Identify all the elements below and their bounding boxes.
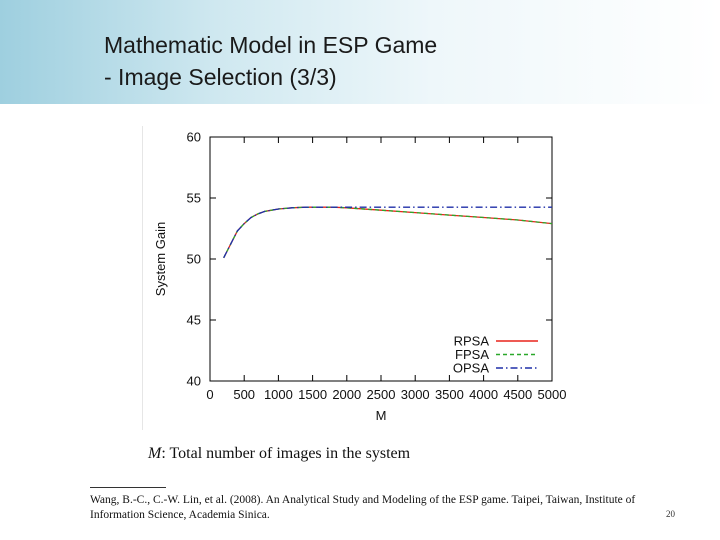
caption-variable: M (148, 445, 162, 462)
y-tick-label: 45 (187, 313, 201, 328)
y-tick-label: 55 (187, 191, 201, 206)
y-tick-label: 40 (187, 374, 201, 389)
series-line-rpsa (223, 206, 553, 259)
slide-title: Mathematic Model in ESP Game - Image Sel… (104, 29, 437, 93)
reference-line-2: Information Science, Academia Sinica. (90, 509, 270, 521)
x-tick-label: 1500 (298, 387, 327, 402)
legend-label-opsa: OPSA (453, 361, 489, 376)
x-tick-label: 500 (233, 387, 255, 402)
chart-caption: M: Total number of images in the system (148, 445, 410, 463)
x-tick-label: 2000 (332, 387, 361, 402)
x-tick-label: 0 (206, 387, 213, 402)
x-tick-label: 3500 (435, 387, 464, 402)
y-tick-label: 50 (187, 252, 201, 267)
reference-divider (90, 487, 166, 488)
slide-title-line-2: - Image Selection (3/3) (104, 64, 337, 90)
x-tick-label: 4500 (503, 387, 532, 402)
x-tick-label: 2500 (367, 387, 396, 402)
x-tick-label: 3000 (401, 387, 430, 402)
slide-number: 20 (666, 509, 675, 519)
y-tick-label: 60 (187, 130, 201, 145)
header-band (0, 0, 720, 104)
x-tick-label: 4000 (469, 387, 498, 402)
series-line-fpsa (223, 206, 553, 259)
x-tick-label: 1000 (264, 387, 293, 402)
reference-citation: Wang, B.-C., C.-W. Lin, et al. (2008). A… (90, 493, 680, 523)
legend-label-fpsa: FPSA (455, 347, 489, 362)
x-axis-label: M (376, 408, 387, 423)
reference-line-1: Wang, B.-C., C.-W. Lin, et al. (2008). A… (90, 494, 636, 506)
chart-panel: 40 45 50 55 60 0 500 1000 1500 2000 2500 3000 3500 40… (142, 126, 579, 430)
slide-title-line-1: Mathematic Model in ESP Game (104, 32, 438, 58)
x-tick-label: 5000 (538, 387, 567, 402)
system-gain-chart: 40 45 50 55 60 0 500 1000 1500 2000 2500 3000 3500 40… (153, 130, 567, 424)
series-line-opsa (223, 206, 552, 259)
plot-frame (209, 136, 553, 382)
y-axis-label: System Gain (153, 222, 168, 296)
caption-text: : Total number of images in the system (161, 445, 411, 462)
legend-label-rpsa: RPSA (454, 334, 490, 349)
